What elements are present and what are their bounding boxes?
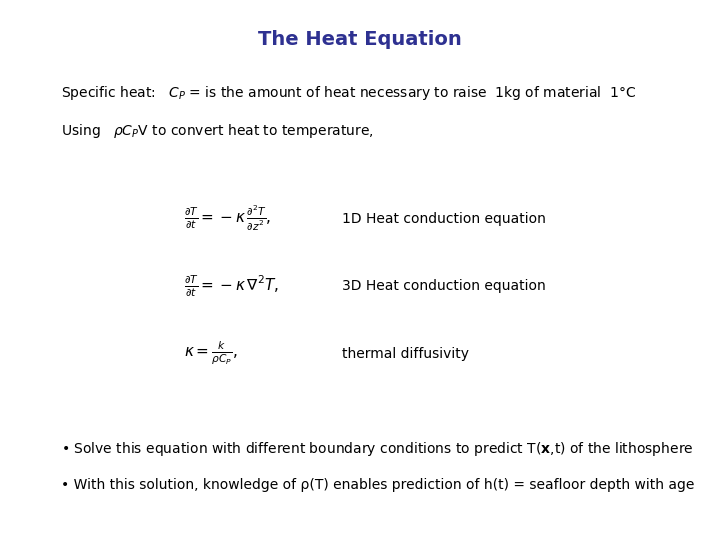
Text: 3D Heat conduction equation: 3D Heat conduction equation (342, 279, 546, 293)
Text: $\frac{\partial T}{\partial t} = -\kappa\, \nabla^2 T,$: $\frac{\partial T}{\partial t} = -\kappa… (184, 273, 279, 299)
Text: • With this solution, knowledge of ρ(T) enables prediction of h(t) = seafloor de: • With this solution, knowledge of ρ(T) … (61, 478, 695, 492)
Text: thermal diffusivity: thermal diffusivity (342, 347, 469, 361)
Text: Specific heat:   $C_P$ = is the amount of heat necessary to raise  1kg of materi: Specific heat: $C_P$ = is the amount of … (61, 84, 636, 102)
Text: The Heat Equation: The Heat Equation (258, 30, 462, 49)
Text: Using   $\rho C_P$V to convert heat to temperature,: Using $\rho C_P$V to convert heat to tem… (61, 122, 374, 139)
Text: 1D Heat conduction equation: 1D Heat conduction equation (342, 212, 546, 226)
Text: • Solve this equation with different boundary conditions to predict T($\mathbf{x: • Solve this equation with different bou… (61, 440, 694, 458)
Text: $\kappa = \frac{k}{\rho C_P},$: $\kappa = \frac{k}{\rho C_P},$ (184, 340, 238, 367)
Text: $\frac{\partial T}{\partial t} = -\kappa\, \frac{\partial^2 T}{\partial z^2},$: $\frac{\partial T}{\partial t} = -\kappa… (184, 204, 271, 233)
